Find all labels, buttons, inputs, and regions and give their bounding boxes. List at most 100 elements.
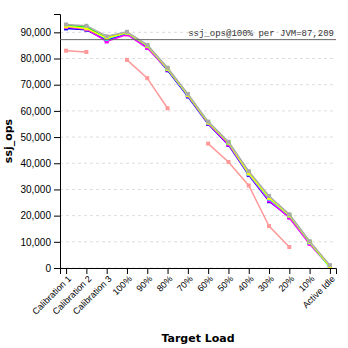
grid [60,32,336,268]
tick-label: 10,000 [20,237,51,248]
marker [287,245,291,249]
tick-label: 80% [155,274,175,294]
tick-mark [249,268,250,274]
marker [226,140,230,144]
marker [267,194,271,198]
tick-mark [54,268,60,269]
marker [125,58,129,62]
tick-mark [54,59,60,60]
marker [125,30,129,34]
tick-mark [188,268,189,274]
marker [267,224,271,228]
tick: 80,000 [20,53,60,64]
tick-label: 70% [175,274,195,294]
tick-mark [86,268,87,274]
series [64,22,332,267]
series [64,25,332,268]
line [66,26,330,267]
tick-label: 70,000 [20,79,51,90]
series [64,23,332,268]
marker [206,120,210,124]
marker [64,49,68,53]
tick-label: 60,000 [20,106,51,117]
tick: 40% [236,268,256,294]
tick-mark [54,111,60,112]
tick: 50% [216,268,236,294]
marker [125,31,129,35]
marker [145,43,149,47]
tick-mark [289,268,290,274]
marker [166,106,170,110]
tick-mark [54,242,60,243]
tick-label: 90,000 [20,27,51,38]
tick-label: 50% [216,274,236,294]
grid-line [60,163,336,164]
tick: 50,000 [20,132,60,143]
tick-mark [147,268,148,274]
series [64,24,332,268]
marker [84,27,88,31]
series [64,24,332,268]
tick-mark [54,189,60,190]
tick: 70,000 [20,79,60,90]
tick: 10,000 [20,237,60,248]
grid-line [60,137,336,138]
marker [84,50,88,54]
tick: 90,000 [20,27,60,38]
tick-label: 60% [195,274,215,294]
tick-mark [54,216,60,217]
grid-line [60,215,336,216]
series [64,49,291,249]
series [64,26,332,268]
tick: Calibration 3 [71,268,114,317]
tick: 30% [256,268,276,294]
tick-label: 0 [45,263,51,274]
line [66,24,330,265]
marker [166,66,170,70]
tick: 100% [111,268,134,297]
marker [84,24,88,28]
x-axis-title: Target Load [161,332,234,345]
tick: 60% [195,268,215,294]
marker [186,92,190,96]
tick-mark [330,268,331,274]
tick-label: 80,000 [20,53,51,64]
tick-label: 40% [236,274,256,294]
y-axis: 0 10,000 20,000 30,000 40,000 50,000 60,000 70,… [20,15,60,274]
series-group [60,22,336,268]
line [66,27,330,267]
tick-mark [107,268,108,274]
marker [105,34,109,38]
marker [226,140,230,144]
tick-label: 20,000 [20,210,51,221]
tick: 20,000 [20,210,60,221]
line [66,26,330,266]
line [66,28,330,266]
marker [247,169,251,173]
tick: 80% [155,268,175,294]
reference-line [60,39,336,40]
tick-mark [310,268,311,274]
reference-label: ssj_ops@100% per JVM=87,209 [188,29,334,39]
axis-line [61,269,337,275]
tick: 40,000 [20,158,60,169]
line [66,25,330,267]
tick-label: 100% [111,274,134,297]
marker [206,120,210,124]
tick: Active Idle [300,268,336,310]
marker [206,142,210,146]
marker [145,43,149,47]
tick-label: 50,000 [20,132,51,143]
tick-mark [269,268,270,274]
tick: 60,000 [20,106,60,117]
tick: 70% [175,268,195,294]
tick-label: 30,000 [20,184,51,195]
tick: 90% [134,268,154,294]
marker [328,263,332,267]
marker [287,212,291,216]
tick-label: 90% [134,274,154,294]
tick-mark [208,268,209,274]
grid-line [60,189,336,190]
marker [145,76,149,80]
marker [64,23,68,27]
